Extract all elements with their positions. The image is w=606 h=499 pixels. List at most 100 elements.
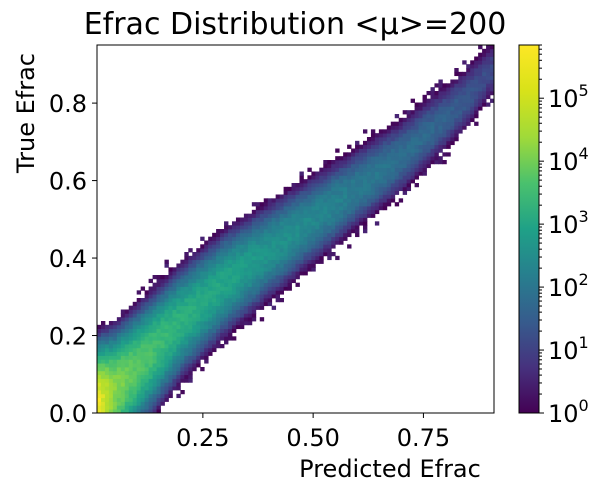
heatmap-cell [287,221,292,226]
heatmap-cell [323,160,328,165]
heatmap-cell [386,129,392,134]
heatmap-cell [307,167,312,172]
heatmap-cell [196,359,201,364]
heatmap-cell [116,382,122,387]
heatmap-cell [370,137,376,142]
heatmap-cell [196,278,201,284]
heatmap-cell [160,290,165,295]
heatmap-cell [366,190,372,195]
heatmap-cell [490,52,494,57]
heatmap-cell [164,294,169,299]
heatmap-cell [176,290,181,295]
heatmap-cell [251,309,257,314]
heatmap-cell [168,378,173,383]
heatmap-cell [319,183,324,188]
heatmap-cell [359,171,364,176]
heatmap-cell [390,160,396,165]
heatmap-cell [196,340,201,345]
heatmap-cell [331,213,336,218]
heatmap-cell [323,240,328,245]
heatmap-cell [168,390,173,395]
heatmap-cell [410,137,415,142]
heatmap-cell [287,244,292,249]
heatmap-cell [156,382,161,387]
heatmap-cell [422,156,427,161]
heatmap-cell [442,114,447,119]
heatmap-cell [97,324,102,330]
heatmap-cell [112,340,118,345]
heatmap-cell [315,232,320,238]
heatmap-cell [148,336,153,341]
heatmap-cell [291,225,296,230]
heatmap-cell [208,340,213,345]
heatmap-cell [374,198,380,203]
heatmap-cell [255,255,261,261]
heatmap-cell [327,194,332,199]
heatmap-cell [104,351,110,356]
heatmap-cell [414,144,419,149]
heatmap-cell [188,363,193,368]
heatmap-cell [283,202,288,207]
heatmap-cell [398,156,404,161]
heatmap-cell [307,236,312,241]
heatmap-cell [196,275,201,280]
heatmap-cell [231,255,237,261]
heatmap-cell [275,286,281,291]
heatmap-cell [104,355,110,360]
heatmap-cell [184,317,189,322]
heatmap-cell [339,240,344,245]
heatmap-cell [152,275,157,280]
heatmap-cell [140,305,146,310]
heatmap-cell [116,367,122,372]
heatmap-cell [231,252,237,257]
heatmap-cell [208,317,213,322]
heatmap-cell [220,305,225,310]
heatmap-cell [247,225,253,230]
heatmap-cell [470,83,475,88]
heatmap-cell [374,194,380,199]
heatmap-cell [327,244,332,249]
heatmap-cell [176,332,181,337]
heatmap-cell [351,213,356,218]
heatmap-cell [319,171,324,176]
heatmap-cell [359,186,364,192]
heatmap-cell [168,393,173,399]
heatmap-cell [275,282,281,287]
heatmap-cell [148,309,153,314]
heatmap-cell [164,332,169,337]
heatmap-cell [271,229,277,234]
heatmap-cell [287,252,292,257]
heatmap-cell [148,332,153,337]
y-tick-label: 0.8 [49,90,87,118]
heatmap-cell [482,75,487,80]
heatmap-cell [434,98,439,103]
heatmap-cell [156,374,161,379]
heatmap-cell [239,263,245,268]
heatmap-cell [279,206,284,211]
heatmap-cell [374,152,380,157]
heatmap-cell [311,221,316,226]
heatmap-cell [275,244,281,249]
heatmap-cell [168,344,173,349]
heatmap-cell [112,386,118,391]
heatmap-cell [140,386,146,391]
heatmap-cell [172,382,177,387]
heatmap-cell [224,301,229,307]
heatmap-cell [362,160,368,165]
heatmap-cell [303,259,308,264]
heatmap-cell [267,282,273,287]
heatmap-cell [192,359,197,364]
heatmap-cell [410,160,415,165]
heatmap-cell [295,221,300,226]
colorbar-tick-label: 100 [548,396,589,428]
heatmap-cell [208,298,213,303]
heatmap-cell [120,393,126,399]
heatmap-cell [251,317,257,322]
heatmap-cell [454,98,459,103]
heatmap-cell [124,409,130,413]
heatmap-cell [446,106,451,111]
heatmap-cell [239,313,245,318]
heatmap-cell [386,194,392,199]
heatmap-cell [231,336,237,341]
heatmap-cell [343,206,348,211]
